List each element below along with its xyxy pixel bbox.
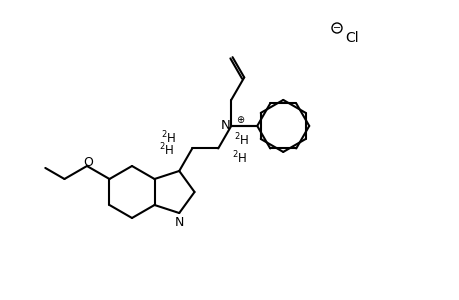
Text: $^{2}$H: $^{2}$H (161, 130, 176, 147)
Text: Cl: Cl (344, 31, 358, 45)
Text: N: N (174, 215, 184, 229)
Text: $\oplus$: $\oplus$ (236, 114, 245, 125)
Text: N: N (220, 119, 230, 132)
Text: O: O (83, 157, 93, 169)
Text: $^{2}$H: $^{2}$H (232, 150, 247, 167)
Text: $^{2}$H: $^{2}$H (234, 132, 249, 149)
Text: −: − (332, 23, 340, 33)
Text: $^{2}$H: $^{2}$H (158, 142, 174, 159)
